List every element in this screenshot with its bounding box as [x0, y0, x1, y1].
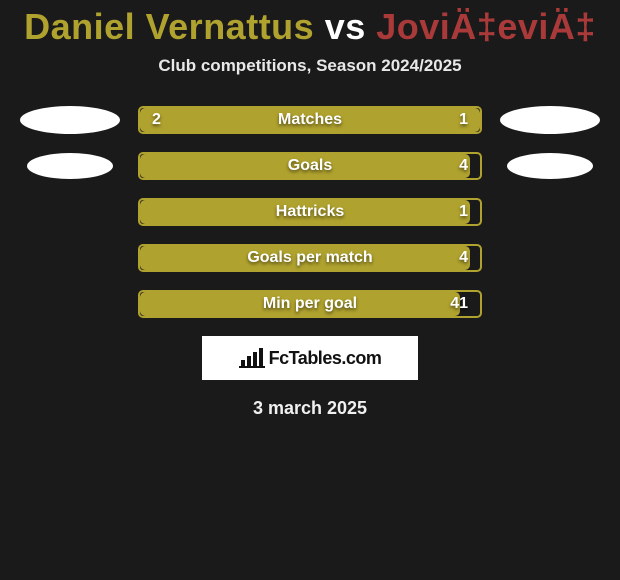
stat-bar: Goals per match 4 [138, 244, 482, 272]
stat-bar: Hattricks 1 [138, 198, 482, 226]
stat-bar: Goals 4 [138, 152, 482, 180]
stat-row: Goals per match 4 [0, 244, 620, 272]
source-logo[interactable]: FcTables.com [202, 336, 418, 380]
stat-label: Goals per match [247, 249, 372, 267]
left-club-ellipse [20, 106, 120, 134]
date: 3 march 2025 [0, 398, 620, 419]
right-club-ellipse [507, 153, 593, 179]
page-title: Daniel Vernattus vs JoviÄ‡eviÄ‡ [0, 6, 620, 48]
stat-right-value: 4 [459, 157, 468, 175]
subtitle: Club competitions, Season 2024/2025 [0, 56, 620, 76]
stat-row: 2 Matches 1 [0, 106, 620, 134]
stat-label: Hattricks [276, 203, 344, 221]
stat-left-value: 2 [152, 111, 161, 129]
stat-right-value: 1 [459, 111, 468, 129]
stats-section: 2 Matches 1 Goals 4 Hattricks 1 Goals per match… [0, 106, 620, 318]
stat-right-value: 41 [450, 295, 468, 313]
stat-label: Min per goal [263, 295, 357, 313]
stat-right-value: 1 [459, 203, 468, 221]
stat-row: Hattricks 1 [0, 198, 620, 226]
right-club-ellipse [500, 106, 600, 134]
comparison-card: Daniel Vernattus vs JoviÄ‡eviÄ‡ Club com… [0, 0, 620, 419]
stat-label: Matches [278, 111, 342, 129]
left-club-ellipse [27, 153, 113, 179]
stat-right-value: 4 [459, 249, 468, 267]
vs-separator: vs [325, 6, 366, 47]
player1-name: Daniel Vernattus [24, 6, 314, 47]
source-logo-text: FcTables.com [269, 348, 382, 369]
stat-bar: Min per goal 41 [138, 290, 482, 318]
bar-chart-icon [239, 348, 265, 368]
stat-bar: 2 Matches 1 [138, 106, 482, 134]
stat-row: Goals 4 [0, 152, 620, 180]
stat-row: Min per goal 41 [0, 290, 620, 318]
stat-label: Goals [288, 157, 332, 175]
player2-name: JoviÄ‡eviÄ‡ [376, 6, 596, 47]
